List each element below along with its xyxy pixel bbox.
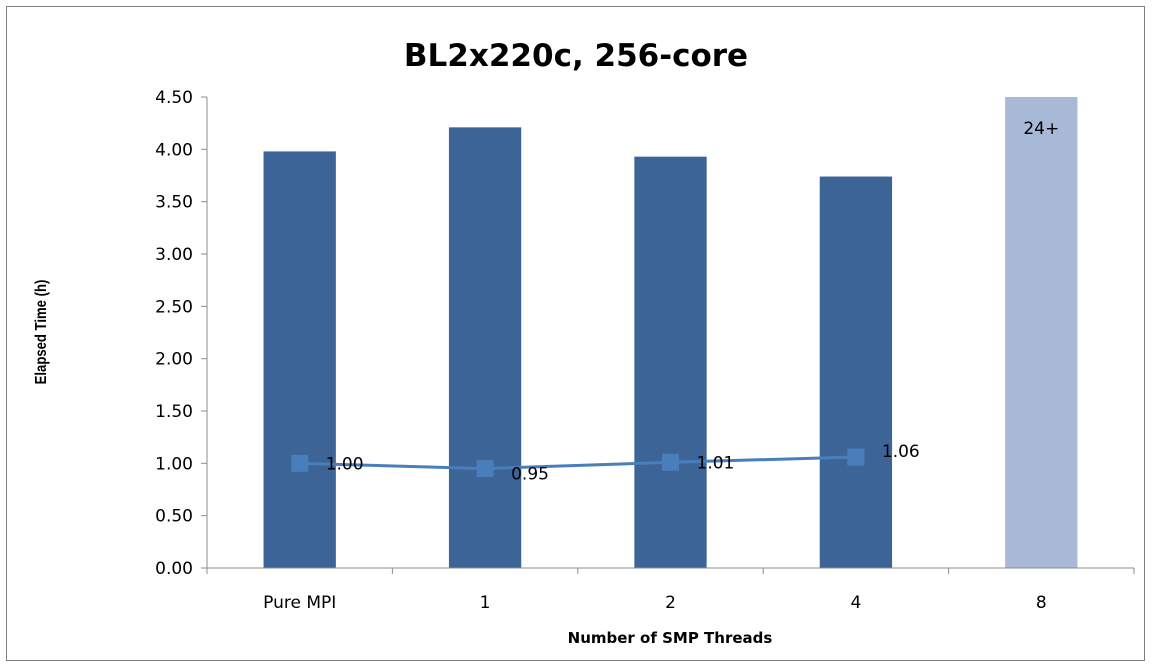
- x-tick-label: 8: [1036, 593, 1047, 613]
- y-tick-label: 0.00: [155, 559, 193, 579]
- y-tick-label: 4.00: [155, 140, 193, 160]
- y-tick-label: 2.00: [155, 350, 193, 370]
- x-tick-label: 4: [850, 593, 861, 613]
- bar-4: [819, 176, 893, 568]
- bar-data-label: 24+: [1023, 119, 1059, 139]
- y-tick-label: 1.00: [155, 454, 193, 474]
- x-tick-label: 2: [665, 593, 676, 613]
- bar-8: [1005, 97, 1078, 568]
- y-tick-label: 3.50: [155, 193, 193, 213]
- x-axis-ticks: Pure MPI 1 2 4 8: [206, 568, 1135, 613]
- y-tick-label: 2.50: [155, 297, 193, 317]
- y-tick-label: 4.50: [155, 88, 193, 108]
- chart-frame: [6, 6, 1145, 661]
- speedup-marker: [476, 460, 494, 478]
- speedup-data-label: 1.00: [326, 454, 364, 474]
- bars: 24+: [263, 97, 1078, 568]
- bar-pure-mpi: [263, 151, 336, 568]
- speedup-marker: [847, 448, 865, 466]
- x-axis-title: Number of SMP Threads: [568, 629, 773, 647]
- speedup-data-label: 1.06: [882, 442, 920, 462]
- y-tick-label: 3.00: [155, 245, 193, 265]
- chart-title: BL2x220c, 256-core: [404, 38, 748, 74]
- speedup-data-label: 0.95: [511, 465, 549, 485]
- x-tick-label: 1: [480, 593, 491, 613]
- x-tick-label: Pure MPI: [263, 593, 336, 613]
- speedup-data-label: 1.01: [697, 453, 735, 473]
- speedup-series: 1.00 0.95 1.01 1.06: [291, 442, 920, 485]
- bar-2: [634, 156, 707, 568]
- speedup-line: [299, 455, 856, 471]
- y-tick-label: 0.50: [155, 507, 193, 527]
- y-tick-label: 1.50: [155, 402, 193, 422]
- speedup-marker: [662, 453, 679, 471]
- bar-1: [448, 127, 522, 568]
- y-axis-title: Elapsed Time (h): [33, 280, 50, 385]
- y-axis-ticks: 0.00 0.50 1.00 1.50 2.00 2.50 3.00 3.50 4.00 4.50: [155, 88, 207, 579]
- speedup-marker: [291, 454, 309, 472]
